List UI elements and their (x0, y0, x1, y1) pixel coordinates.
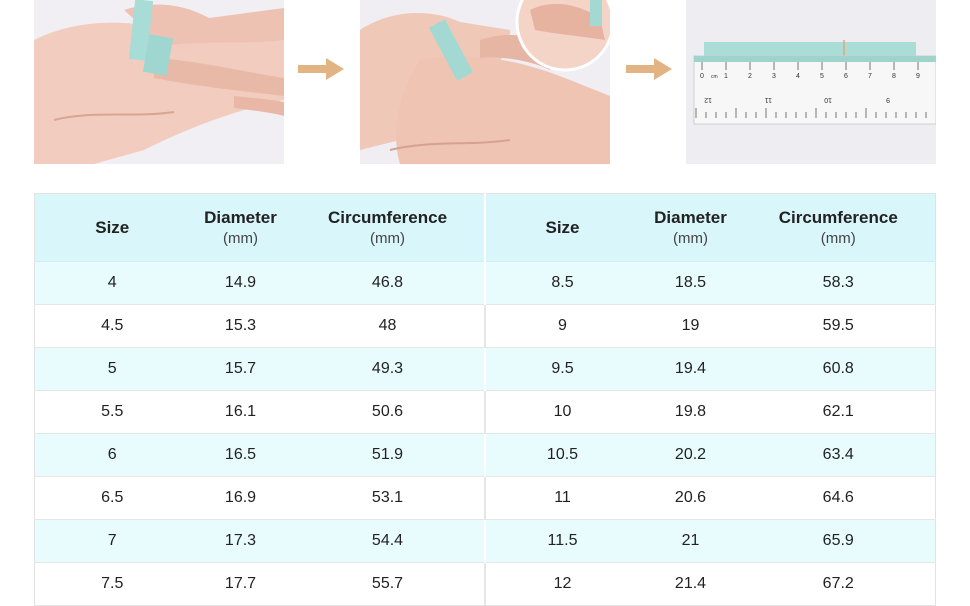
table-header-row: Size Diameter (mm) Circumference (mm) Size… (34, 193, 936, 262)
cell-diameter: 17.3 (189, 519, 292, 563)
cell-diameter: 19.4 (639, 347, 742, 391)
cell-size: 12 (483, 562, 640, 606)
ruler-mark: 9 (916, 73, 920, 80)
cell-size: 5 (34, 347, 190, 391)
cell-diameter: 16.9 (189, 476, 292, 520)
ruler-mark: 3 (772, 73, 776, 80)
cell-circumference: 59.5 (741, 304, 936, 348)
cell-diameter: 21 (639, 519, 742, 563)
cell-diameter: 21.4 (639, 562, 742, 606)
ruler-mark: 9 (886, 96, 890, 103)
cell-size: 7.5 (34, 562, 190, 606)
ruler-mark: 5 (820, 73, 824, 80)
cell-circumference: 49.3 (291, 347, 485, 391)
ruler-mark: 8 (892, 73, 896, 80)
cell-circumference: 46.8 (291, 261, 485, 305)
header-unit: (mm) (673, 229, 708, 247)
ruler-mark: 0 (700, 73, 704, 80)
cell-size: 6 (34, 433, 190, 477)
ruler-mark: 10 (824, 96, 832, 103)
cell-diameter: 16.5 (189, 433, 292, 477)
cell-size: 9 (483, 304, 640, 348)
ring-size-chart: Size Diameter (mm) Circumference (mm) Size… (34, 193, 936, 606)
arrow-right-icon (626, 58, 672, 80)
cell-circumference: 67.2 (741, 562, 936, 606)
cell-diameter: 16.1 (189, 390, 292, 434)
table-row: 5.5 16.1 50.6 10 19.8 62.1 (34, 390, 936, 434)
table-row: 6.5 16.9 53.1 11 20.6 64.6 (34, 476, 936, 520)
table-row: 4.5 15.3 48 9 19 59.5 (34, 304, 936, 348)
cell-circumference: 51.9 (291, 433, 485, 477)
header-diameter: Diameter (mm) (189, 193, 292, 262)
cell-circumference: 58.3 (741, 261, 936, 305)
cell-diameter: 15.3 (189, 304, 292, 348)
cell-diameter: 19.8 (639, 390, 742, 434)
cell-diameter: 17.7 (189, 562, 292, 606)
header-size: Size (483, 193, 640, 262)
cell-circumference: 60.8 (741, 347, 936, 391)
cell-diameter: 20.6 (639, 476, 742, 520)
cell-size: 11.5 (483, 519, 640, 563)
header-unit: (mm) (370, 229, 405, 247)
header-circumference: Circumference (mm) (291, 193, 485, 262)
step-3-photo-measure-ruler: 0 cm 1 2 3 4 5 6 7 8 9 12 11 10 9 (686, 0, 936, 164)
ruler-unit: cm (711, 74, 718, 80)
cell-circumference: 55.7 (291, 562, 485, 606)
cell-size: 10.5 (483, 433, 640, 477)
cell-diameter: 20.2 (639, 433, 742, 477)
header-unit: (mm) (223, 229, 258, 247)
cell-circumference: 50.6 (291, 390, 485, 434)
header-circumference: Circumference (mm) (741, 193, 936, 262)
cell-circumference: 54.4 (291, 519, 485, 563)
cell-circumference: 48 (291, 304, 485, 348)
cell-circumference: 65.9 (741, 519, 936, 563)
size-table: Size Diameter (mm) Circumference (mm) Size… (34, 193, 936, 606)
cell-size: 8.5 (483, 261, 640, 305)
header-diameter: Diameter (mm) (639, 193, 742, 262)
cell-size: 10 (483, 390, 640, 434)
cell-diameter: 18.5 (639, 261, 742, 305)
cell-diameter: 19 (639, 304, 742, 348)
cell-diameter: 14.9 (189, 261, 292, 305)
cell-size: 5.5 (34, 390, 190, 434)
arrow-right-icon (298, 58, 344, 80)
header-unit: (mm) (820, 229, 856, 247)
cell-size: 11 (483, 476, 640, 520)
cell-size: 4 (34, 261, 190, 305)
header-size: Size (34, 193, 190, 262)
ruler-mark: 4 (796, 73, 800, 80)
cell-diameter: 15.7 (189, 347, 292, 391)
table-row: 7 17.3 54.4 11.5 21 65.9 (34, 519, 936, 563)
cell-circumference: 53.1 (291, 476, 485, 520)
cell-size: 7 (34, 519, 190, 563)
cell-size: 6.5 (34, 476, 190, 520)
cell-size: 9.5 (483, 347, 640, 391)
step-2-photo-mark-strip (360, 0, 610, 164)
table-row: 5 15.7 49.3 9.5 19.4 60.8 (34, 347, 936, 391)
step-1-photo-wrap-strip (34, 0, 284, 164)
cell-circumference: 64.6 (741, 476, 936, 520)
cell-size: 4.5 (34, 304, 190, 348)
ruler-mark: 1 (724, 73, 728, 80)
table-row: 4 14.9 46.8 8.5 18.5 58.3 (34, 261, 936, 305)
ruler-mark: 2 (748, 73, 752, 80)
table-row: 7.5 17.7 55.7 12 21.4 67.2 (34, 562, 936, 606)
ruler-mark: 11 (765, 96, 772, 103)
cell-circumference: 62.1 (741, 390, 936, 434)
cell-circumference: 63.4 (741, 433, 936, 477)
table-row: 6 16.5 51.9 10.5 20.2 63.4 (34, 433, 936, 477)
ruler-mark: 6 (844, 73, 848, 80)
ruler-mark: 7 (868, 73, 872, 80)
ruler-mark: 12 (704, 96, 712, 103)
